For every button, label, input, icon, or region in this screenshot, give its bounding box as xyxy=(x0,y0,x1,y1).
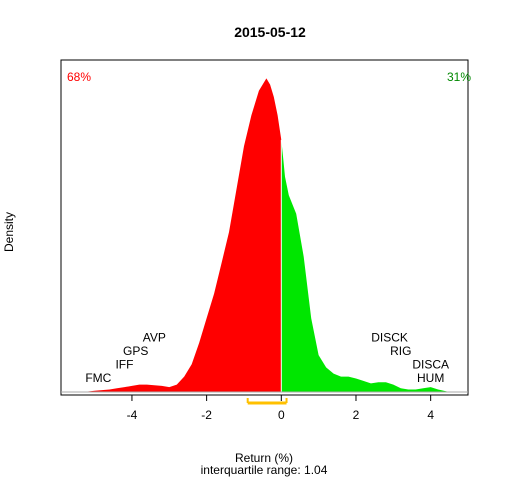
x-tick-label: 2 xyxy=(353,408,360,422)
ticker-label: RIG xyxy=(390,344,411,358)
x-tick-label: 4 xyxy=(427,408,434,422)
ticker-label: FMC xyxy=(85,371,111,385)
ticker-label: AVP xyxy=(143,331,166,345)
positive-density-area xyxy=(281,139,450,392)
x-tick-label: -2 xyxy=(201,408,212,422)
x-axis: -4 -2 0 2 4 xyxy=(127,395,434,422)
positive-share-label: 31% xyxy=(447,70,471,84)
ticker-label: GPS xyxy=(123,344,148,358)
ticker-label: IFF xyxy=(115,358,133,372)
negative-share-label: 68% xyxy=(67,70,91,84)
x-axis-label: Return (%) xyxy=(235,451,293,465)
chart-title: 2015-05-12 xyxy=(234,24,306,40)
negative-density-area xyxy=(83,78,282,393)
x-tick-label: 0 xyxy=(278,408,285,422)
density-marks xyxy=(83,78,450,405)
ticker-label: DISCA xyxy=(412,358,449,372)
ticker-label: HUM xyxy=(417,371,444,385)
y-axis-label: Density xyxy=(2,212,16,252)
iqr-subtitle: interquartile range: 1.04 xyxy=(201,463,328,477)
ticker-label: DISCK xyxy=(371,331,408,345)
x-tick-label: -4 xyxy=(127,408,138,422)
plot-frame xyxy=(60,59,469,396)
